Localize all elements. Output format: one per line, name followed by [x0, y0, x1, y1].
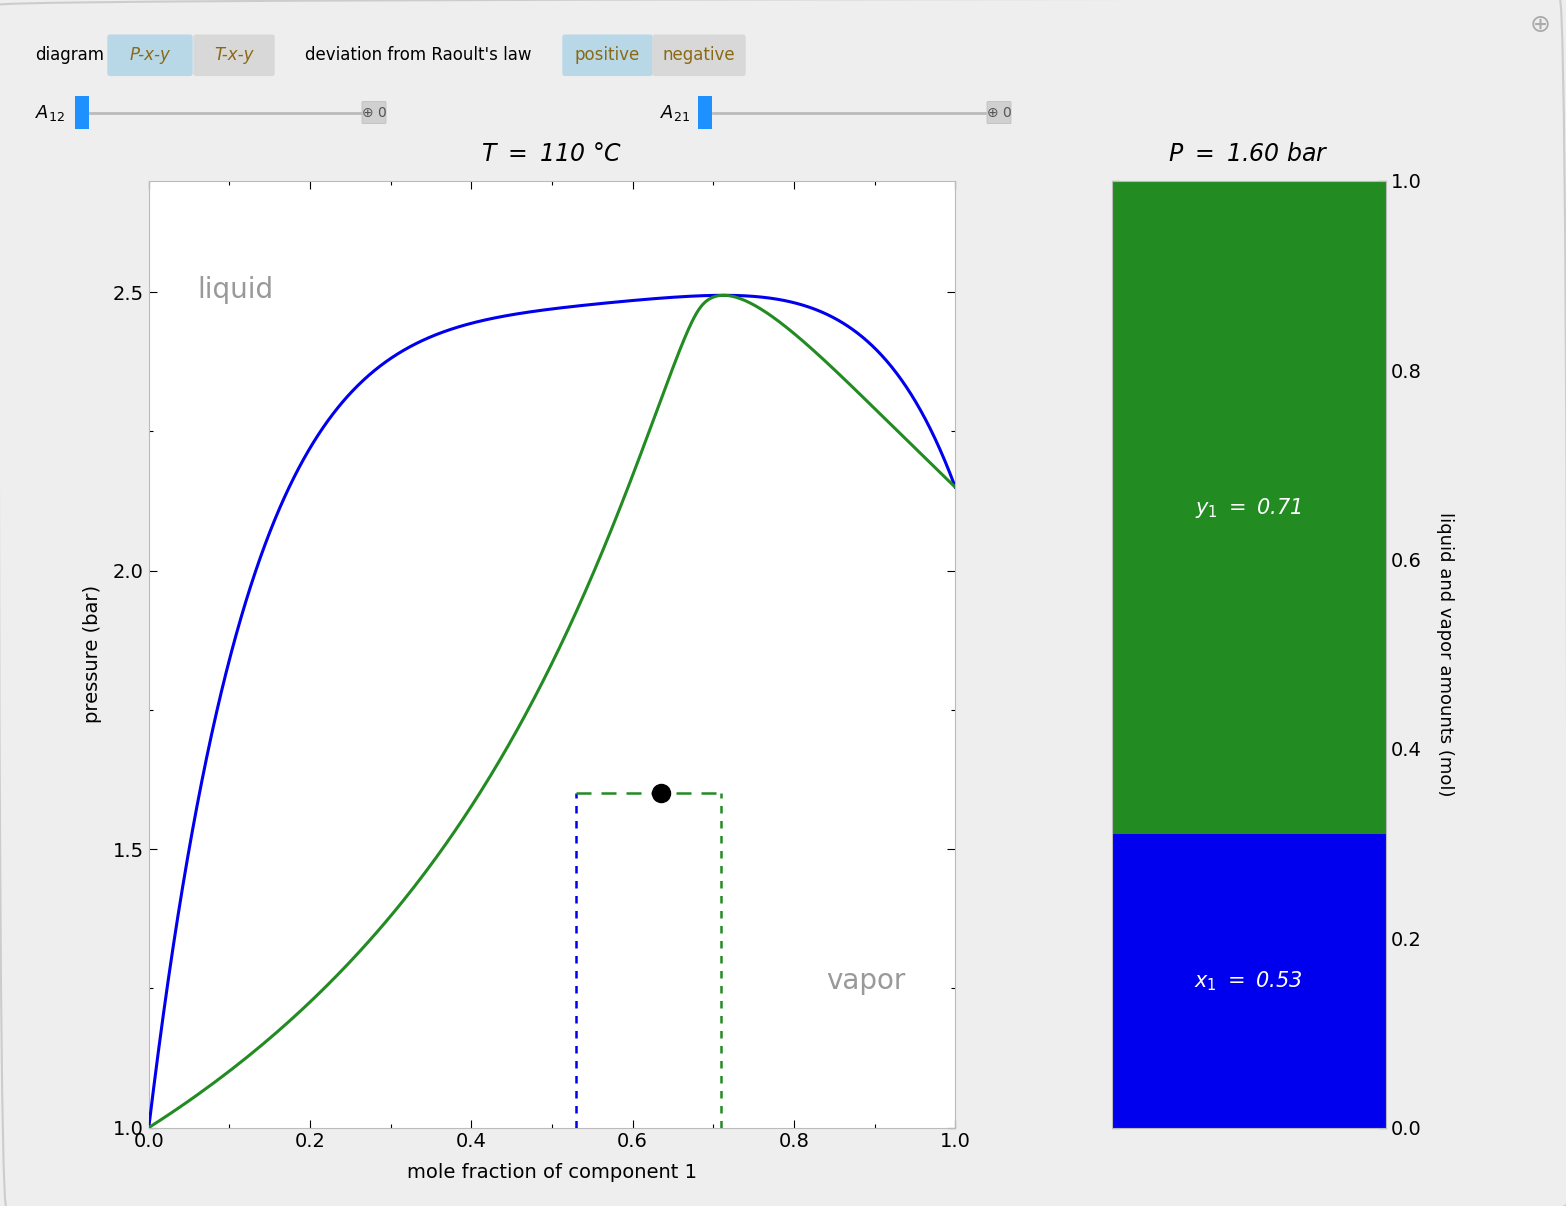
- Text: diagram: diagram: [34, 46, 103, 64]
- Text: $A_{12}$: $A_{12}$: [34, 103, 66, 123]
- Text: ⊕ 0: ⊕ 0: [987, 106, 1012, 119]
- FancyBboxPatch shape: [362, 101, 385, 124]
- Text: liquid: liquid: [197, 275, 274, 304]
- Text: $y_1$ $=$ 0.71: $y_1$ $=$ 0.71: [1195, 496, 1303, 520]
- Text: deviation from Raoult's law: deviation from Raoult's law: [305, 46, 531, 64]
- Bar: [1112, 835, 1386, 1128]
- Text: T-x-y: T-x-y: [215, 46, 254, 64]
- Text: vapor: vapor: [827, 967, 905, 995]
- Bar: [1112, 181, 1386, 835]
- Text: negative: negative: [662, 46, 736, 64]
- Bar: [698, 96, 713, 129]
- FancyBboxPatch shape: [108, 35, 193, 75]
- Bar: [75, 96, 89, 129]
- FancyBboxPatch shape: [653, 35, 745, 75]
- FancyBboxPatch shape: [987, 101, 1012, 124]
- Title: $P$ $=$ 1.60 bar: $P$ $=$ 1.60 bar: [1168, 142, 1330, 166]
- Text: ⊕: ⊕: [1530, 13, 1550, 37]
- Y-axis label: liquid and vapor amounts (mol): liquid and vapor amounts (mol): [1436, 513, 1453, 796]
- Text: P-x-y: P-x-y: [130, 46, 171, 64]
- Text: positive: positive: [575, 46, 640, 64]
- FancyBboxPatch shape: [194, 35, 274, 75]
- Title: $T$ $=$ 110 °C: $T$ $=$ 110 °C: [481, 142, 623, 166]
- Text: $A_{21}$: $A_{21}$: [659, 103, 691, 123]
- X-axis label: mole fraction of component 1: mole fraction of component 1: [407, 1163, 697, 1182]
- Text: ⊕ 0: ⊕ 0: [362, 106, 387, 119]
- FancyBboxPatch shape: [564, 35, 651, 75]
- Text: $x_1$ $=$ 0.53: $x_1$ $=$ 0.53: [1195, 970, 1303, 993]
- Y-axis label: pressure (bar): pressure (bar): [83, 585, 102, 724]
